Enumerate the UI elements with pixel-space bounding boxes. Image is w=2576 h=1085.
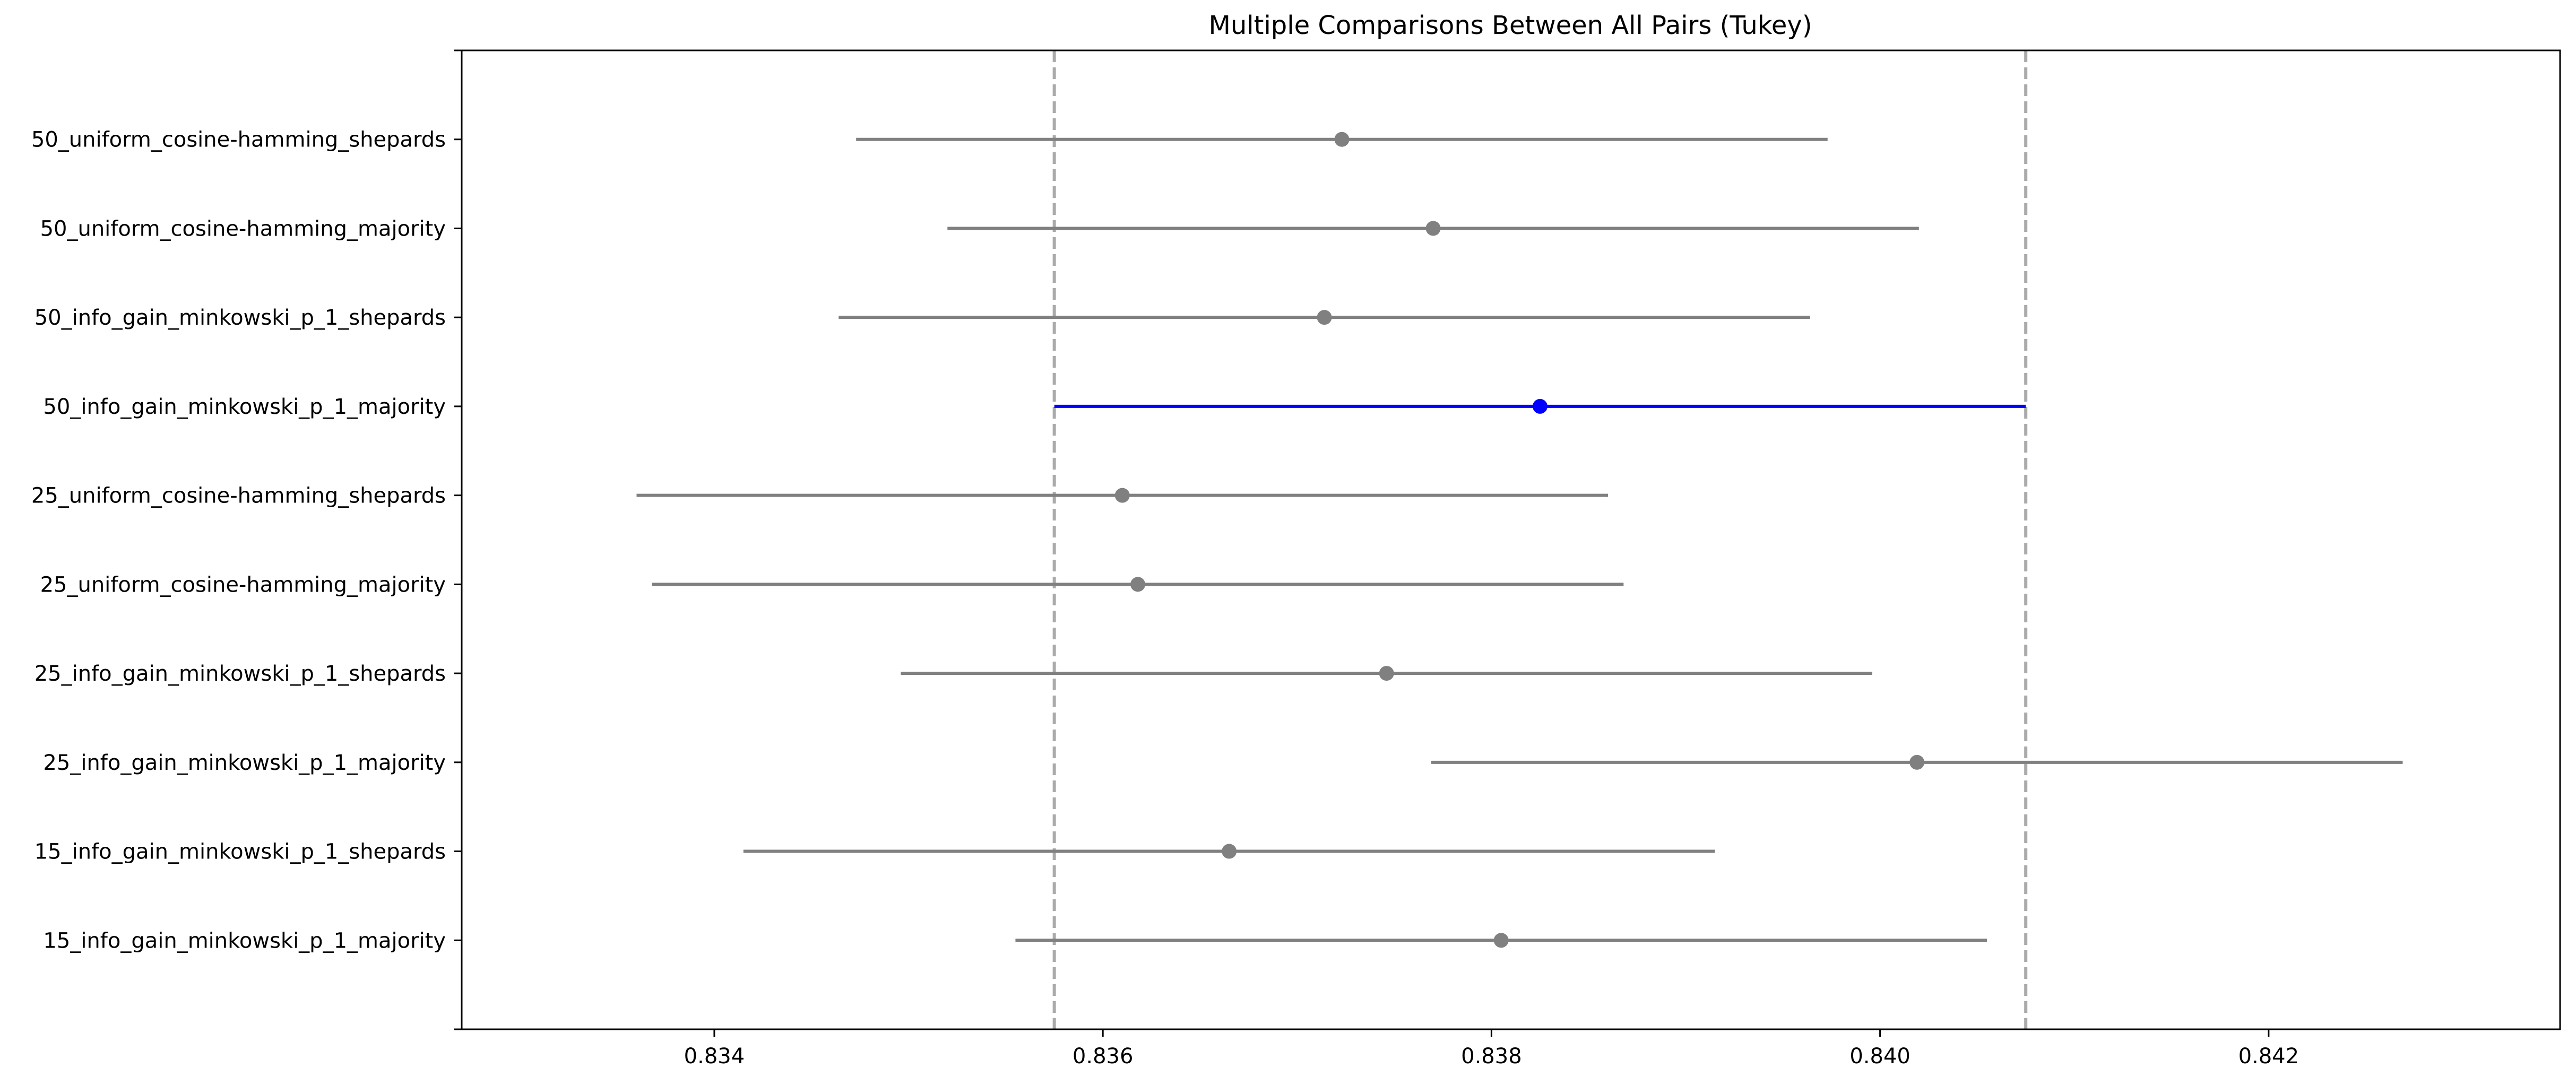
- mean-point-6: [1130, 577, 1146, 592]
- y-tick-label-9: 15_info_gain_minkowski_p_1_shepards: [34, 840, 446, 864]
- mean-point-5: [1114, 488, 1130, 503]
- mean-point-10: [1493, 933, 1509, 948]
- y-tick-label-3: 50_info_gain_minkowski_p_1_shepards: [34, 306, 446, 330]
- y-tick-label-7: 25_info_gain_minkowski_p_1_shepards: [34, 662, 446, 686]
- mean-point-2: [1425, 221, 1441, 236]
- y-tick-label-2: 50_uniform_cosine-hamming_majority: [40, 216, 446, 241]
- mean-point-9: [1222, 844, 1237, 859]
- y-tick-label-4: 50_info_gain_minkowski_p_1_majority: [43, 395, 446, 419]
- plot-frame: [461, 49, 2561, 1030]
- x-tick-label-1: 0.834: [684, 1044, 745, 1069]
- x-tick-label-4: 0.840: [1849, 1044, 1911, 1069]
- y-tick-label-6: 25_uniform_cosine-hamming_majority: [40, 572, 446, 597]
- mean-point-7: [1379, 666, 1394, 681]
- x-tick-label-3: 0.838: [1461, 1044, 1522, 1069]
- y-tick-label-1: 50_uniform_cosine-hamming_shepards: [31, 128, 446, 152]
- mean-point-4: [1532, 398, 1548, 414]
- mean-point-8: [1909, 754, 1925, 770]
- mean-point-3: [1317, 310, 1332, 325]
- x-tick-label-5: 0.842: [2238, 1044, 2300, 1069]
- chart-title: Multiple Comparisons Between All Pairs (…: [1208, 11, 1812, 40]
- mean-point-1: [1334, 132, 1350, 147]
- plot-area: 50_uniform_cosine-hamming_shepards 50_uni…: [31, 49, 2561, 1069]
- y-tick-label-10: 15_info_gain_minkowski_p_1_majority: [43, 928, 446, 953]
- x-tick-label-2: 0.836: [1073, 1044, 1134, 1069]
- y-tick-label-8: 25_info_gain_minkowski_p_1_majority: [43, 751, 446, 775]
- y-tick-label-5: 25_uniform_cosine-hamming_shepards: [31, 484, 446, 508]
